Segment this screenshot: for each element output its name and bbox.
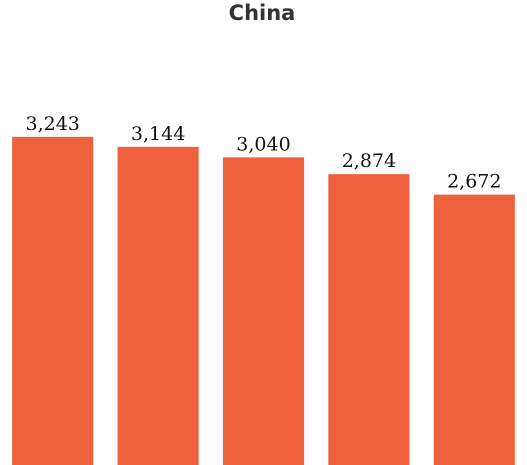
- value-label: 2,672: [447, 171, 501, 193]
- bar: [12, 136, 94, 465]
- bar: [328, 174, 410, 465]
- value-label: 3,144: [131, 123, 185, 145]
- bar: [433, 194, 515, 465]
- chart-title: China: [229, 1, 296, 25]
- value-label: 3,243: [25, 113, 79, 135]
- bar: [117, 146, 199, 465]
- value-label: 3,040: [236, 133, 290, 155]
- value-label: 2,874: [342, 150, 396, 172]
- bar: [222, 157, 305, 465]
